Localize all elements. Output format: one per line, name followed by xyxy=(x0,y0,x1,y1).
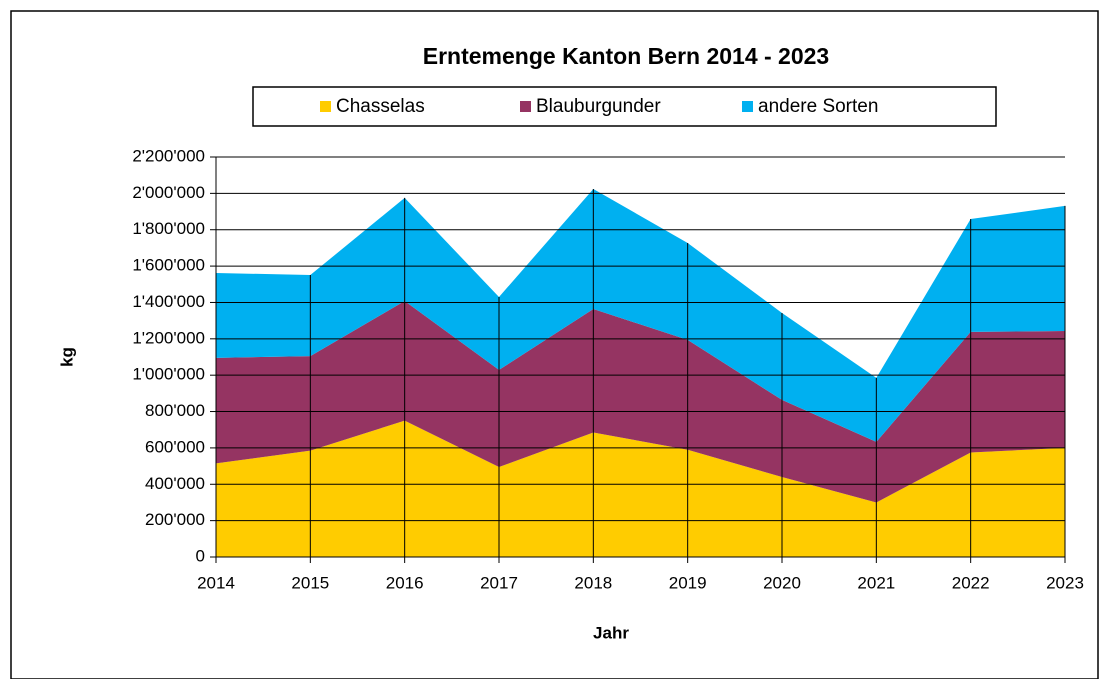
y-tick-label: 1'200'000 xyxy=(132,328,205,347)
x-tick-label: 2016 xyxy=(386,573,424,592)
y-tick-label: 800'000 xyxy=(145,401,205,420)
x-tick-label: 2020 xyxy=(763,573,801,592)
y-tick-label: 1'800'000 xyxy=(132,219,205,238)
x-tick-label: 2022 xyxy=(952,573,990,592)
x-tick-label: 2019 xyxy=(669,573,707,592)
legend-label: Chasselas xyxy=(336,96,425,117)
x-tick-label: 2023 xyxy=(1046,573,1084,592)
y-tick-label: 400'000 xyxy=(145,474,205,493)
legend-label: Blauburgunder xyxy=(536,96,661,117)
y-tick-label: 1'400'000 xyxy=(132,292,205,311)
x-tick-label: 2014 xyxy=(197,573,235,592)
x-tick-label: 2021 xyxy=(857,573,895,592)
x-tick-label: 2015 xyxy=(291,573,329,592)
legend-swatch xyxy=(320,101,331,112)
y-axis-label: kg xyxy=(57,347,76,367)
y-tick-label: 2'000'000 xyxy=(132,183,205,202)
legend-swatch xyxy=(520,101,531,112)
legend-label: andere Sorten xyxy=(758,96,878,117)
y-tick-label: 1'600'000 xyxy=(132,256,205,275)
y-tick-label: 0 xyxy=(196,546,205,565)
legend-swatch xyxy=(742,101,753,112)
y-tick-label: 1'000'000 xyxy=(132,365,205,384)
x-tick-label: 2017 xyxy=(480,573,518,592)
x-axis-label: Jahr xyxy=(593,623,629,642)
x-tick-label: 2018 xyxy=(574,573,612,592)
area xyxy=(216,420,1065,557)
legend-box xyxy=(252,86,997,127)
y-tick-label: 200'000 xyxy=(145,510,205,529)
area xyxy=(216,189,1065,442)
chart-title: Erntemenge Kanton Bern 2014 - 2023 xyxy=(423,43,829,69)
y-tick-label: 2'200'000 xyxy=(132,146,205,165)
y-tick-label: 600'000 xyxy=(145,437,205,456)
area xyxy=(216,301,1065,503)
